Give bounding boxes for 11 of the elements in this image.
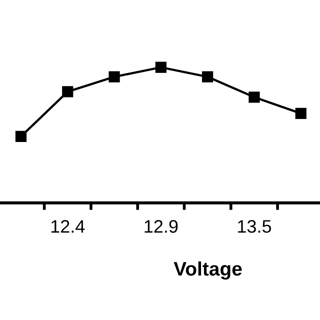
x-tick-label: 12.9: [144, 220, 178, 233]
point: [15, 130, 27, 142]
point: [62, 86, 74, 98]
point: [202, 71, 214, 82]
x-axis-title: Voltage: [174, 261, 242, 280]
point: [155, 62, 166, 73]
x-tick-label: 12.4: [51, 220, 85, 233]
point: [108, 71, 120, 82]
point: [248, 92, 260, 103]
x-tick-label: 13.5: [238, 220, 272, 233]
point: [295, 108, 306, 119]
